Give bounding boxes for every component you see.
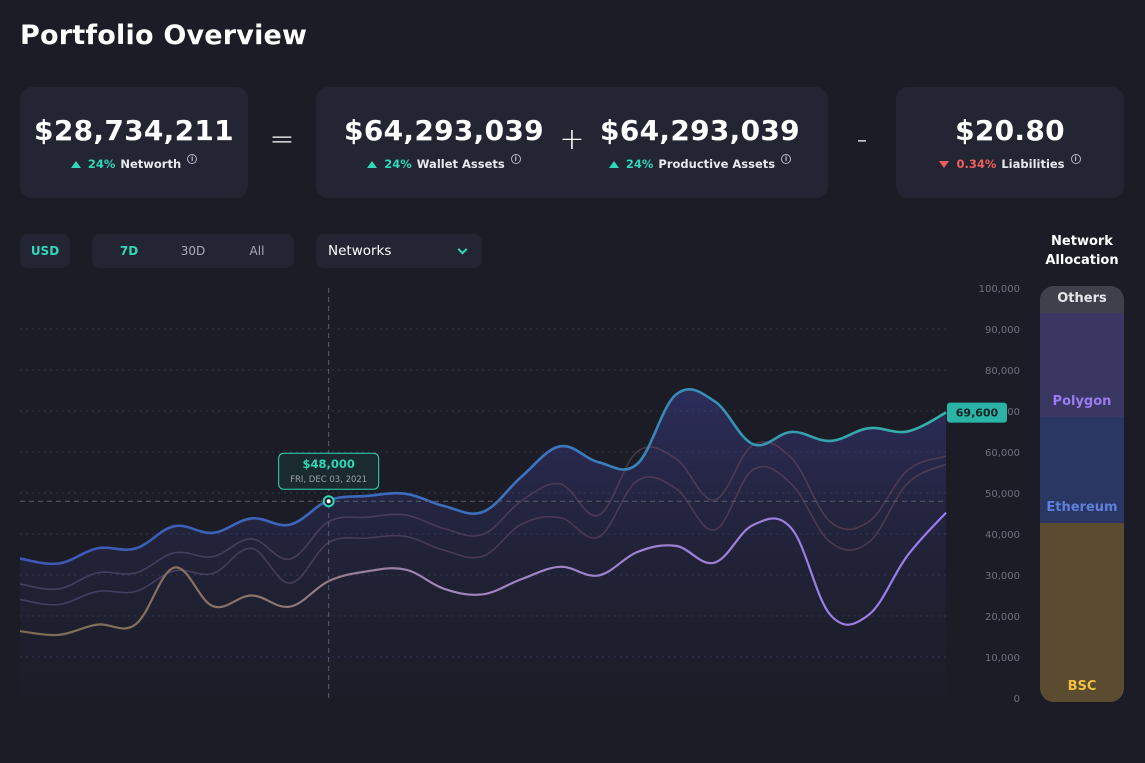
y-axis-ticks: 100,00090,00080,00070,00060,00050,00040,… — [979, 284, 1020, 705]
y-tick-label: 0 — [1014, 694, 1020, 705]
chart-lines — [19, 388, 947, 637]
wallet-assets-stat: $64,293,039 24% Wallet Assets i — [316, 87, 572, 198]
wallet-assets-change: 24% — [384, 157, 412, 171]
info-icon[interactable]: i — [510, 154, 521, 164]
tooltip-date: FRI, DEC 03, 2021 — [290, 475, 367, 485]
tooltip-value: $48,000 — [302, 457, 354, 471]
network-allocation-bar: Others Polygon Ethereum BSC — [1040, 286, 1124, 702]
segment-label-others: Others — [1057, 291, 1107, 306]
productive-assets-change: 24% — [625, 157, 654, 171]
range-7d-button[interactable]: 7D — [119, 244, 139, 258]
info-icon[interactable]: i — [187, 154, 198, 164]
range-selector: 7D 30D All — [92, 234, 294, 268]
networth-value: $28,734,211 — [34, 114, 234, 147]
tooltip-box — [278, 452, 380, 490]
y-tick-label: 60,000 — [985, 448, 1020, 459]
info-icon[interactable]: i — [1070, 154, 1081, 164]
segment-polygon[interactable]: Polygon — [1040, 313, 1124, 417]
trend-down-icon — [939, 160, 950, 168]
networks-dropdown-label: Networks — [328, 243, 392, 259]
allocation-title-line1: Network — [1051, 234, 1113, 249]
network-allocation-title: Network Allocation — [1037, 232, 1127, 270]
y-tick-label: 10,000 — [985, 653, 1020, 664]
equals-operator: = — [269, 122, 295, 157]
series-line-ghost — [19, 441, 947, 591]
y-tick-label: 30,000 — [985, 571, 1020, 582]
y-tick-label: 40,000 — [985, 530, 1020, 541]
assets-card: $64,293,039 24% Wallet Assets i + $64,29… — [316, 87, 828, 198]
y-tick-label: 90,000 — [985, 325, 1020, 336]
segment-ethereum[interactable]: Ethereum — [1040, 417, 1124, 523]
liabilities-card: $20.80 0.34% Liabilities i — [896, 87, 1124, 198]
trend-up-icon — [608, 160, 619, 168]
segment-label-bsc: BSC — [1067, 679, 1097, 694]
liabilities-change: 0.34% — [956, 157, 997, 171]
liabilities-label: Liabilities — [1001, 157, 1065, 171]
chevron-down-icon — [457, 244, 468, 255]
networth-card: $28,734,211 24% Networth i — [20, 87, 248, 198]
productive-assets-value: $64,293,039 — [600, 114, 800, 147]
segment-label-polygon: Polygon — [1052, 394, 1112, 409]
current-value-badge — [947, 402, 1007, 423]
networth-chart: 100,00090,00080,00070,00060,00050,00040,… — [19, 284, 1020, 705]
currency-label: USD — [30, 244, 60, 258]
productive-assets-label: Productive Assets — [658, 157, 776, 171]
range-all-button[interactable]: All — [249, 244, 265, 258]
current-value-text: 69,600 — [956, 407, 999, 420]
series-line-network — [19, 511, 947, 637]
range-30d-button[interactable]: 30D — [180, 244, 206, 258]
wallet-assets-value: $64,293,039 — [344, 114, 544, 147]
series-line-networth — [19, 388, 947, 566]
networth-change: 24% — [87, 157, 116, 171]
y-tick-label: 20,000 — [985, 612, 1020, 623]
trend-up-icon — [367, 160, 378, 168]
chart-overlay: $48,000 FRI, DEC 03, 2021 69,600 — [20, 288, 1007, 698]
networth-stat: $28,734,211 24% Networth i — [20, 87, 248, 198]
liabilities-value: $20.80 — [955, 114, 1065, 147]
segment-bsc[interactable]: BSC — [1040, 523, 1124, 702]
y-tick-label: 50,000 — [985, 489, 1020, 500]
trend-up-icon — [70, 160, 81, 168]
allocation-title-line2: Allocation — [1045, 253, 1119, 268]
series-line-ghost — [19, 463, 947, 606]
segment-label-ethereum: Ethereum — [1046, 500, 1118, 515]
highlight-point-center — [326, 499, 331, 504]
liabilities-stat: $20.80 0.34% Liabilities i — [896, 87, 1124, 198]
chart-areas — [20, 389, 946, 698]
page-title: Portfolio Overview — [20, 20, 308, 51]
minus-operator: - — [856, 122, 868, 157]
productive-assets-stat: $64,293,039 24% Productive Assets i — [572, 87, 828, 198]
y-tick-label: 80,000 — [985, 366, 1020, 377]
plus-operator: + — [559, 122, 585, 157]
wallet-assets-label: Wallet Assets — [416, 157, 505, 171]
info-icon[interactable]: i — [781, 154, 792, 164]
networth-label: Networth — [120, 157, 182, 171]
networks-dropdown[interactable]: Networks — [316, 234, 482, 268]
segment-others[interactable]: Others — [1040, 286, 1124, 313]
y-tick-label: 100,000 — [979, 284, 1020, 295]
currency-toggle[interactable]: USD — [20, 234, 70, 268]
networth-area — [20, 389, 946, 698]
